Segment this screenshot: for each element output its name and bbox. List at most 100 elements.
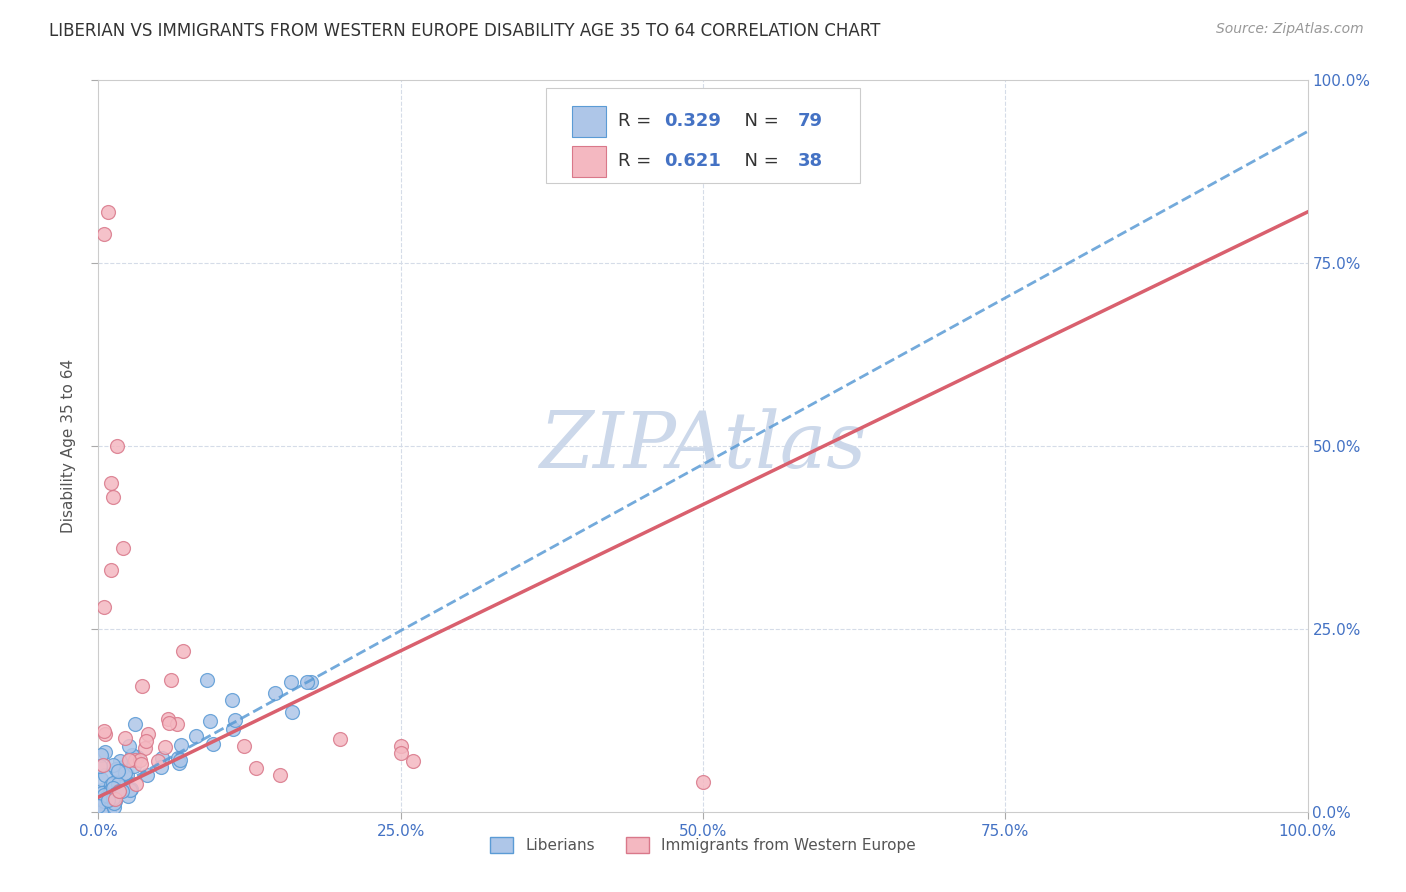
Point	[114, 731, 136, 745]
Bar	[572, 106, 606, 136]
Point	[118, 753, 141, 767]
Point	[110, 780, 132, 794]
Point	[172, 644, 194, 658]
Point	[107, 764, 129, 778]
Point	[97, 792, 120, 806]
Point	[107, 784, 129, 798]
Point	[111, 541, 134, 556]
Point	[91, 797, 114, 811]
Point	[100, 778, 122, 792]
Point	[97, 785, 120, 799]
Point	[90, 795, 112, 809]
Point	[89, 790, 111, 805]
Point	[100, 563, 122, 577]
Point	[198, 714, 221, 728]
Point	[105, 785, 128, 799]
Point	[100, 475, 122, 490]
Point	[103, 796, 125, 810]
Text: 38: 38	[797, 153, 823, 170]
Point	[100, 789, 122, 803]
Point	[170, 738, 193, 752]
Point	[281, 705, 304, 719]
Point	[120, 781, 142, 796]
Point	[169, 754, 191, 768]
Point	[93, 768, 115, 782]
Point	[107, 763, 129, 777]
Point	[124, 758, 146, 772]
Point	[101, 775, 124, 789]
Point	[114, 766, 136, 780]
Point	[104, 762, 127, 776]
Point	[97, 805, 120, 819]
Text: N =: N =	[734, 112, 785, 130]
Point	[115, 768, 138, 782]
Point	[129, 757, 152, 772]
Point	[117, 789, 139, 803]
Point	[166, 716, 188, 731]
Point	[91, 786, 114, 800]
Point	[120, 783, 142, 797]
Point	[124, 716, 146, 731]
Point	[111, 760, 134, 774]
Text: 0.329: 0.329	[664, 112, 721, 130]
Point	[103, 800, 125, 814]
Point	[131, 679, 153, 693]
Point	[93, 788, 115, 802]
Point	[108, 754, 131, 768]
Point	[184, 729, 207, 743]
Point	[329, 731, 352, 746]
Point	[101, 490, 124, 504]
Point	[157, 712, 180, 726]
Point	[104, 789, 127, 803]
Point	[111, 784, 134, 798]
Point	[121, 748, 143, 763]
Point	[93, 724, 115, 739]
Point	[90, 772, 112, 786]
Point	[389, 739, 412, 753]
Point	[98, 784, 121, 798]
Point	[93, 794, 115, 808]
Point	[100, 789, 122, 803]
Point	[104, 792, 127, 806]
Point	[107, 777, 129, 791]
Point	[269, 768, 291, 782]
Point	[402, 754, 425, 768]
Point	[146, 755, 169, 769]
Point	[93, 227, 115, 241]
Point	[93, 599, 115, 614]
Point	[232, 739, 254, 753]
Point	[224, 713, 246, 727]
Point	[299, 674, 322, 689]
Point	[127, 750, 149, 764]
Point	[692, 775, 714, 789]
Point	[245, 761, 267, 775]
Point	[96, 789, 118, 804]
Text: 0.621: 0.621	[664, 153, 721, 170]
Point	[90, 783, 112, 797]
Point	[97, 793, 120, 807]
Text: ZIPAtlas: ZIPAtlas	[540, 408, 866, 484]
Point	[100, 783, 122, 797]
Point	[93, 758, 115, 772]
Text: N =: N =	[734, 153, 785, 170]
Point	[93, 796, 115, 810]
Point	[134, 741, 156, 756]
Point	[167, 751, 190, 765]
Point	[297, 675, 319, 690]
Point	[222, 722, 245, 736]
Point	[197, 673, 219, 687]
Text: R =: R =	[619, 153, 658, 170]
Point	[124, 753, 146, 767]
Y-axis label: Disability Age 35 to 64: Disability Age 35 to 64	[60, 359, 76, 533]
Point	[264, 686, 287, 700]
Point	[280, 674, 302, 689]
Point	[90, 805, 112, 819]
FancyBboxPatch shape	[546, 87, 860, 183]
Point	[389, 746, 412, 760]
Point	[103, 757, 125, 772]
Point	[118, 739, 141, 754]
Point	[94, 792, 117, 806]
Text: Source: ZipAtlas.com: Source: ZipAtlas.com	[1216, 22, 1364, 37]
Legend: Liberians, Immigrants from Western Europe: Liberians, Immigrants from Western Europ…	[484, 830, 922, 859]
Point	[169, 756, 191, 770]
